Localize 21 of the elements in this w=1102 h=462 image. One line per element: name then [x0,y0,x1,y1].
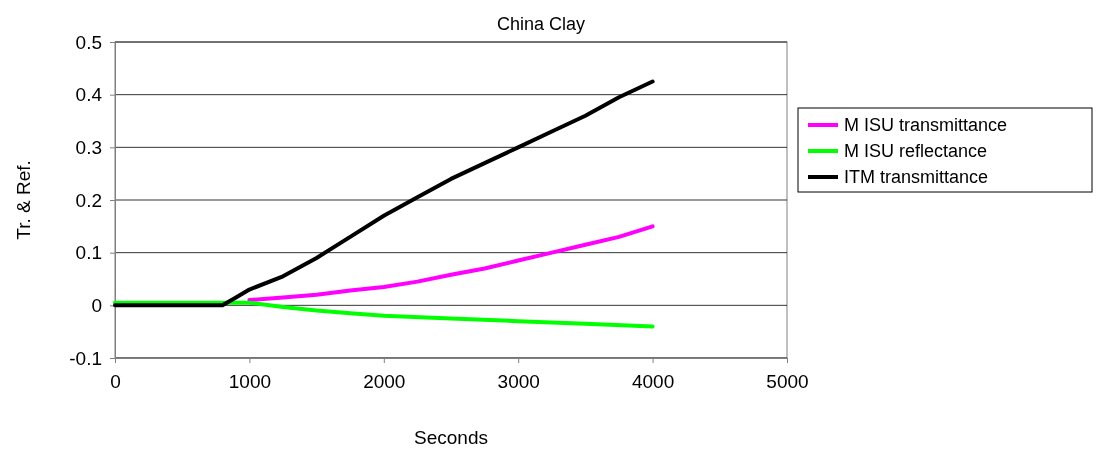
line-series [113,300,655,329]
y-tick-label: 0.2 [75,189,102,211]
y-axis-title: Tr. & Ref. [13,160,34,240]
x-tick-label: 0 [110,371,121,393]
x-tick-label: 1000 [228,371,272,393]
y-tick-label: 0.5 [75,31,102,53]
line-series [247,224,655,303]
legend-label: ITM transmittance [844,167,989,187]
y-tick-label: -0.1 [69,347,102,369]
y-tick-label: 0.3 [75,136,102,158]
x-tick-label: 2000 [363,371,406,393]
x-tick-label: 3000 [497,371,540,393]
x-tick-label: 4000 [631,371,675,393]
x-tick-label: 5000 [766,371,809,393]
x-axis-title: Seconds [414,427,488,448]
y-tick-label: 0.1 [75,242,102,264]
legend-label: M ISU reflectance [844,141,988,161]
y-tick-label: 0.4 [75,84,103,106]
y-tick-label: 0 [91,294,102,316]
legend-label: M ISU transmittance [844,115,1008,135]
chart-title: China Clay [496,14,586,34]
